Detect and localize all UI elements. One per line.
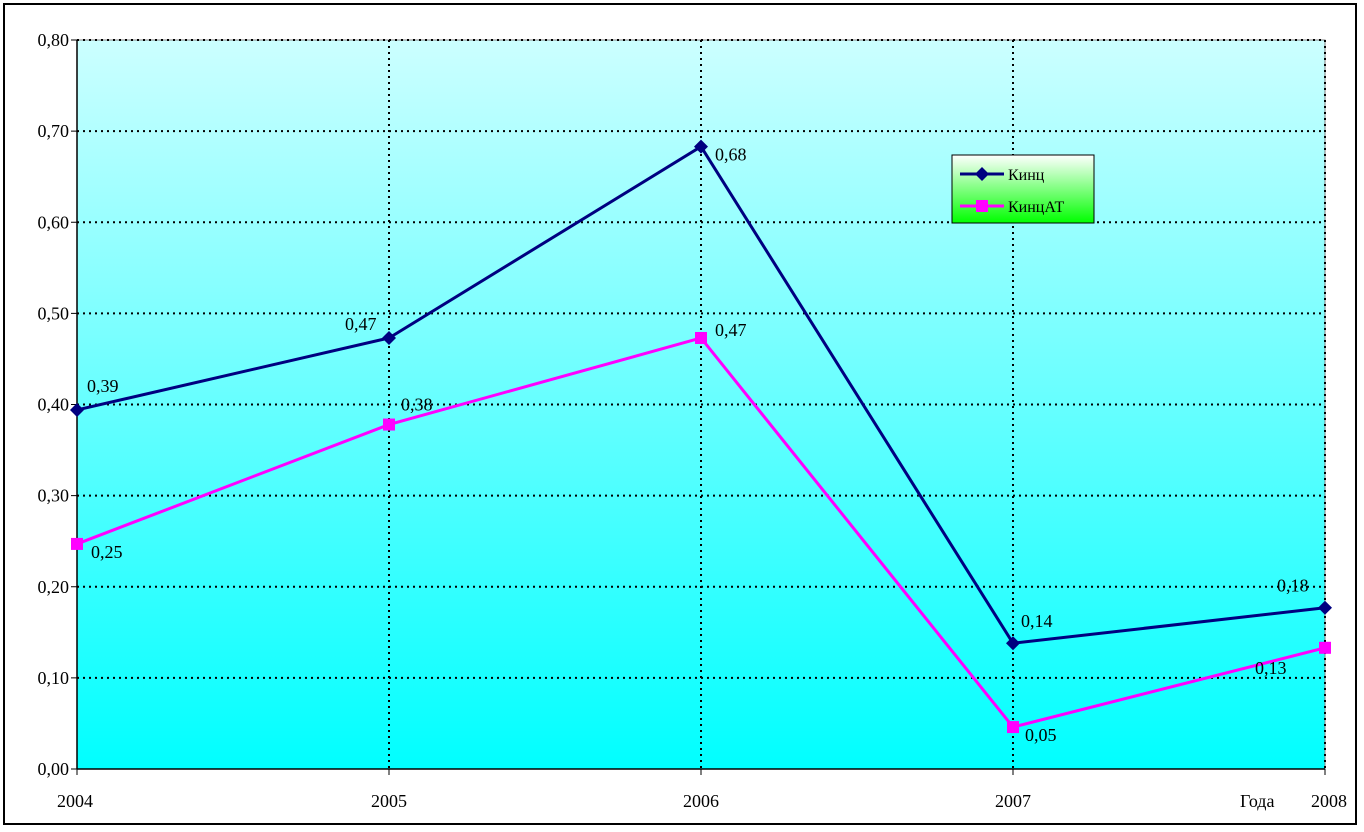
data-point bbox=[1319, 641, 1331, 654]
data-point bbox=[70, 402, 84, 417]
y-tick-label: 0,80 bbox=[38, 30, 70, 50]
legend: Кинц КинцАТ bbox=[951, 154, 1095, 224]
y-tick-label: 0,60 bbox=[38, 212, 70, 232]
data-point bbox=[694, 139, 708, 154]
data-point bbox=[383, 418, 395, 431]
data-label: 0,14 bbox=[1021, 611, 1053, 631]
data-label: 0,25 bbox=[91, 542, 123, 562]
tick-labels: 0,00 0,10 0,20 0,30 0,40 0,50 0,60 0,70 0,80 2004… bbox=[38, 30, 1348, 811]
x-axis-label: Года bbox=[1240, 791, 1274, 811]
data-point bbox=[695, 331, 707, 344]
x-tick-label: 2007 bbox=[995, 791, 1031, 811]
y-tick-label: 0,70 bbox=[38, 121, 70, 141]
data-label: 0,18 bbox=[1277, 576, 1309, 596]
data-point bbox=[1006, 636, 1020, 651]
data-point bbox=[1007, 721, 1019, 734]
legend-box bbox=[951, 154, 1095, 224]
x-tick-label: 2008 bbox=[1311, 791, 1347, 811]
legend-marker bbox=[975, 167, 989, 181]
data-label: 0,13 bbox=[1255, 658, 1287, 678]
y-tick-label: 0,50 bbox=[38, 303, 70, 323]
x-tick-label: 2006 bbox=[683, 791, 719, 811]
data-label: 0,05 bbox=[1025, 725, 1057, 745]
data-label: 0,47 bbox=[715, 320, 747, 340]
data-labels: 0,39 0,47 0,68 0,14 0,18 0,25 0,38 0,47 0,05 0,13 bbox=[87, 145, 1309, 745]
y-tick-label: 0,40 bbox=[38, 395, 70, 415]
data-point bbox=[382, 330, 396, 345]
series-markers bbox=[70, 139, 1332, 734]
x-tick-label: 2005 bbox=[371, 791, 407, 811]
data-label: 0,39 bbox=[87, 376, 119, 396]
data-label: 0,47 bbox=[345, 314, 377, 334]
legend-label: КинцАТ bbox=[1008, 199, 1065, 216]
y-tick-label: 0,20 bbox=[38, 577, 70, 597]
data-point bbox=[1318, 600, 1332, 615]
legend-label: Кинц bbox=[1008, 167, 1045, 184]
data-label: 0,68 bbox=[715, 145, 747, 165]
y-tick-label: 0,10 bbox=[38, 668, 70, 688]
y-tick-label: 0,30 bbox=[38, 486, 70, 506]
data-point bbox=[71, 537, 83, 550]
legend-marker bbox=[976, 200, 988, 212]
x-tick-label: 2004 bbox=[57, 791, 93, 811]
data-label: 0,38 bbox=[401, 395, 433, 415]
y-tick-label: 0,00 bbox=[38, 759, 70, 779]
